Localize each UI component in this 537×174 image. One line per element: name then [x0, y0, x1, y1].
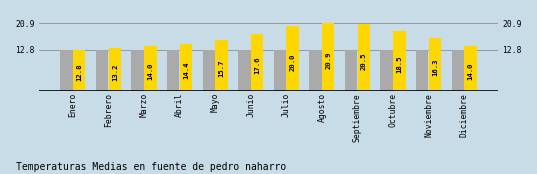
Text: 20.5: 20.5: [361, 53, 367, 70]
Bar: [345, 50, 357, 92]
Bar: [73, 50, 85, 92]
Text: 14.4: 14.4: [183, 62, 189, 79]
Bar: [144, 46, 157, 92]
Text: 14.0: 14.0: [147, 62, 154, 80]
Bar: [167, 50, 179, 92]
Bar: [380, 50, 393, 92]
Bar: [180, 44, 192, 92]
Bar: [60, 50, 72, 92]
Text: 16.3: 16.3: [432, 59, 438, 76]
Bar: [309, 50, 322, 92]
Text: 14.0: 14.0: [468, 62, 474, 80]
Bar: [322, 23, 335, 92]
Bar: [132, 50, 144, 92]
Text: 13.2: 13.2: [112, 63, 118, 81]
Text: 20.9: 20.9: [325, 52, 331, 69]
Bar: [393, 31, 405, 92]
Bar: [251, 34, 263, 92]
Bar: [96, 50, 108, 92]
Text: 17.6: 17.6: [254, 57, 260, 74]
Bar: [108, 48, 121, 92]
Bar: [429, 38, 441, 92]
Text: 18.5: 18.5: [396, 56, 402, 73]
Bar: [274, 50, 286, 92]
Text: 15.7: 15.7: [219, 60, 224, 77]
Bar: [238, 50, 251, 92]
Bar: [465, 46, 477, 92]
Bar: [452, 50, 464, 92]
Bar: [202, 50, 215, 92]
Bar: [358, 25, 370, 92]
Bar: [416, 50, 429, 92]
Text: 20.0: 20.0: [289, 53, 296, 71]
Text: Temperaturas Medias en fuente de pedro naharro: Temperaturas Medias en fuente de pedro n…: [16, 162, 286, 172]
Bar: [215, 40, 228, 92]
Text: 12.8: 12.8: [76, 64, 82, 81]
Bar: [286, 26, 299, 92]
